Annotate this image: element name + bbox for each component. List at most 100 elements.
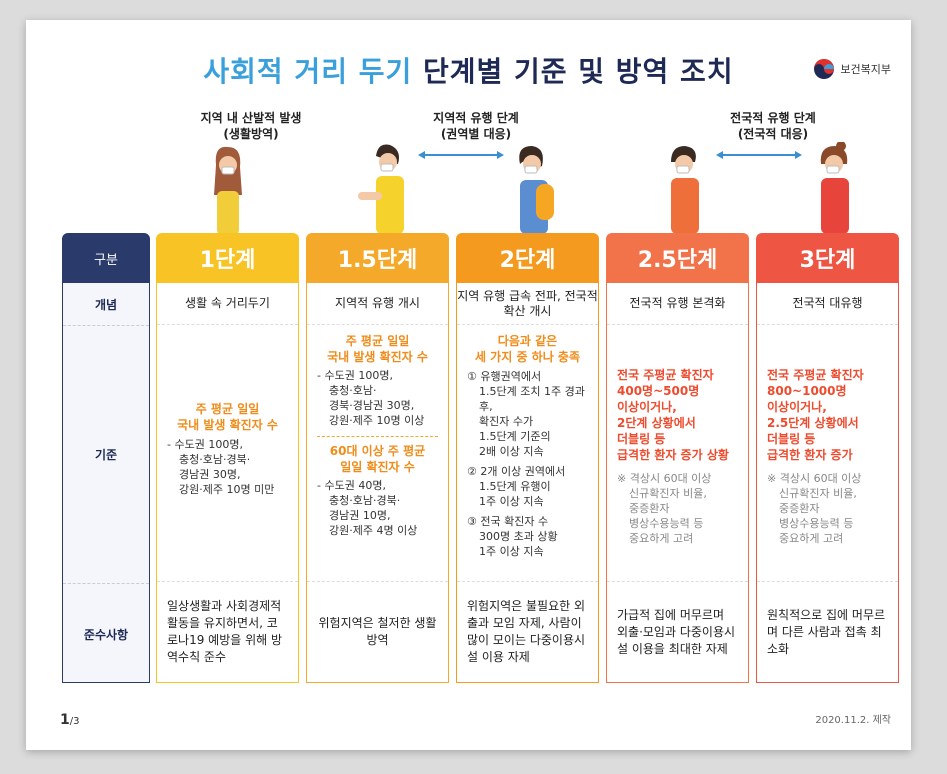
criteria-note: 중증환자 xyxy=(779,502,820,515)
title-part1: 사회적 거리 두기 xyxy=(203,55,413,88)
criteria-highlight: 2단계 상황에서 xyxy=(617,416,696,430)
stage-header: 2단계 xyxy=(456,233,599,283)
person-stage15-icon xyxy=(358,144,404,234)
stage-header: 1단계 xyxy=(156,233,299,283)
criteria-line: 강원·제주 10명 미만 xyxy=(179,483,275,496)
criteria-note: 중요하게 고려 xyxy=(629,532,694,545)
caption-text: (전국적 대응) xyxy=(737,127,809,141)
caption-regional: 지역적 유행 단계 (권역별 대응) xyxy=(401,110,551,142)
criteria-label: 기준 xyxy=(63,326,149,584)
comply-text: 위험지역은 불필요한 외출과 모임 자제, 사람이 많이 모이는 다중이용시설 … xyxy=(467,599,586,664)
criteria-highlight: 세 가지 중 하나 충족 xyxy=(474,350,581,364)
criteria-line: 300명 초과 상황 xyxy=(479,530,558,543)
criteria-line: - 수도권 100명, xyxy=(317,369,393,382)
criteria-line: 충청·호남·경북· xyxy=(329,494,401,507)
criteria-line: 1주 이상 지속 xyxy=(479,545,544,558)
criteria-line: 1주 이상 지속 xyxy=(479,495,544,508)
concept-text: 전국적 대유행 xyxy=(757,283,898,325)
caption-text: (생활방역) xyxy=(223,127,279,141)
stage-box: 전국적 유행 본격화 전국 주평균 확진자 400명~500명 이상이거나, 2… xyxy=(606,283,749,683)
criteria-note: 중증환자 xyxy=(629,502,670,515)
criteria-highlight: 일일 확진자 수 xyxy=(340,460,415,474)
criteria-note: ※ 격상시 60대 이상 xyxy=(767,472,862,485)
criteria-highlight: 더블링 등 xyxy=(617,432,666,446)
caption-national: 전국적 유행 단계 (전국적 대응) xyxy=(698,110,848,142)
concept-text: 생활 속 거리두기 xyxy=(157,283,298,325)
criteria-line: ③ 전국 확진자 수 xyxy=(467,515,549,528)
person-stage2-icon xyxy=(519,146,554,234)
double-arrow-icon xyxy=(418,151,504,159)
comply-text: 원칙적으로 집에 머무르며 다른 사람과 접촉 최소화 xyxy=(767,607,886,656)
criteria-highlight: 국내 발생 확진자 수 xyxy=(327,350,428,364)
comply-label: 준수사항 xyxy=(83,627,129,642)
criteria-text: 다음과 같은 세 가지 중 하나 충족 ① 유행권역에서 1.5단계 조치 1주… xyxy=(457,325,598,582)
criteria-note: 신규확진자 비율, xyxy=(629,487,707,500)
stage-box: 전국적 대유행 전국 주평균 확진자 800~1000명 이상이거나, 2.5단… xyxy=(756,283,899,683)
criteria-line: 1.5단계 유행이 xyxy=(479,480,551,493)
criteria-text: 전국 주평균 확진자 400명~500명 이상이거나, 2단계 상황에서 더블링… xyxy=(607,325,748,582)
criteria-note: 병상수용능력 등 xyxy=(779,517,854,530)
criteria-line: 2배 이상 지속 xyxy=(479,445,544,458)
person-stage25-icon xyxy=(671,146,699,234)
criteria-line: 1.5단계 기준의 xyxy=(479,430,551,443)
caption-text: 지역 내 산발적 발생 xyxy=(200,111,302,125)
criteria-line: 경남권 30명, xyxy=(179,468,241,481)
taegeuk-icon xyxy=(814,59,835,79)
criteria-text: 주 평균 일일 국내 발생 확진자 수 - 수도권 100명, 충청·호남· 경… xyxy=(307,325,448,582)
criteria-text: 주 평균 일일 국내 발생 확진자 수 - 수도권 100명, 충청·호남·경북… xyxy=(157,325,298,582)
comply-text: 일상생활과 사회경제적 활동을 유지하면서, 코로나19 예방을 위해 방역수칙… xyxy=(167,599,283,664)
criteria-note: 병상수용능력 등 xyxy=(629,517,704,530)
criteria-highlight: 주 평균 일일 xyxy=(195,402,260,416)
page-number: 1 xyxy=(60,712,70,728)
stage-header: 2.5단계 xyxy=(606,233,749,283)
infographic-card: 사회적 거리 두기 단계별 기준 및 방역 조치 보건복지부 지역 내 산발적 … xyxy=(26,20,911,750)
caption-stage1: 지역 내 산발적 발생 (생활방역) xyxy=(176,110,326,142)
criteria-note: ※ 격상시 60대 이상 xyxy=(617,472,712,485)
person-stage3-icon xyxy=(820,142,849,234)
concept-text: 지역 유행 급속 전파, 전국적 확산 개시 xyxy=(457,283,598,325)
ministry-logo: 보건복지부 xyxy=(813,58,891,80)
double-arrow-icon xyxy=(716,151,802,159)
criteria-highlight: 급격한 환자 증가 xyxy=(767,448,853,462)
stage-header: 1.5단계 xyxy=(306,233,449,283)
criteria-highlight: 더블링 등 xyxy=(767,432,816,446)
page-indicator: 1/3 xyxy=(60,712,79,728)
title-part2: 단계별 기준 및 방역 조치 xyxy=(422,55,734,88)
stage-box: 지역적 유행 개시 주 평균 일일 국내 발생 확진자 수 - 수도권 100명… xyxy=(306,283,449,683)
criteria-line: 강원·제주 10명 이상 xyxy=(329,414,425,427)
comply-text: 가급적 집에 머무르며 외출·모임과 다중이용시설 이용을 최대한 자제 xyxy=(617,607,736,656)
criteria-note: 중요하게 고려 xyxy=(779,532,844,545)
stage-header: 3단계 xyxy=(756,233,899,283)
criteria-line: - 수도권 100명, xyxy=(167,438,243,451)
criteria-line: 확진자 수가 xyxy=(479,415,534,428)
logo-text: 보건복지부 xyxy=(840,63,891,76)
criteria-highlight: 이상이거나, xyxy=(767,400,827,414)
criteria-line: 경북·경남권 30명, xyxy=(329,399,415,412)
criteria-line: 경남권 10명, xyxy=(329,509,391,522)
page-title: 사회적 거리 두기 단계별 기준 및 방역 조치 xyxy=(26,50,911,90)
stage-box: 생활 속 거리두기 주 평균 일일 국내 발생 확진자 수 - 수도권 100명… xyxy=(156,283,299,683)
concept-label: 개념 xyxy=(63,283,149,326)
caption-text: (권역별 대응) xyxy=(440,127,512,141)
criteria-highlight: 2.5단계 상황에서 xyxy=(767,416,859,430)
concept-text: 지역적 유행 개시 xyxy=(307,283,448,325)
criteria-line: 강원·제주 4명 이상 xyxy=(329,524,418,537)
page-total: /3 xyxy=(69,716,80,727)
criteria-highlight: 국내 발생 확진자 수 xyxy=(177,418,278,432)
criteria-highlight: 400명~500명 xyxy=(617,384,700,398)
date-label: 2020.11.2. 제작 xyxy=(815,715,891,726)
criteria-line: 1.5단계 조치 1주 경과 후, xyxy=(479,385,585,413)
criteria-highlight: 60대 이상 주 평균 xyxy=(329,444,426,458)
criteria-highlight: 800~1000명 xyxy=(767,384,847,398)
label-box: 개념 기준 준수사항 xyxy=(62,283,150,683)
caption-text: 지역적 유행 단계 xyxy=(433,111,519,125)
criteria-highlight: 주 평균 일일 xyxy=(345,334,410,348)
criteria-line: 충청·호남·경북· xyxy=(179,453,251,466)
criteria-note: 신규확진자 비율, xyxy=(779,487,857,500)
header-label: 구분 xyxy=(62,233,150,283)
criteria-highlight: 다음과 같은 xyxy=(497,334,558,348)
comply-text: 위험지역은 철저한 생활방역 xyxy=(318,616,437,647)
criteria-highlight: 급격한 환자 증가 상황 xyxy=(617,448,729,462)
criteria-highlight: 전국 주평균 확진자 xyxy=(767,368,864,382)
criteria-line: ② 2개 이상 권역에서 xyxy=(467,465,566,478)
